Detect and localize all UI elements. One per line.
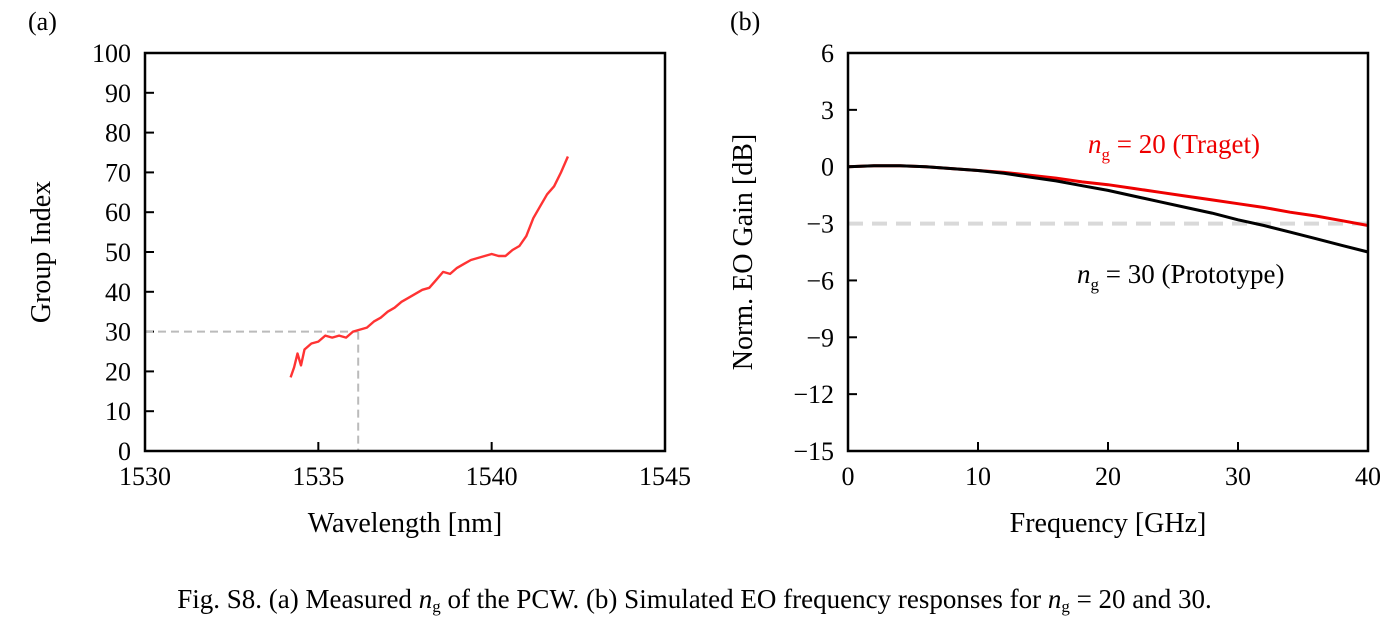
chart-b-x-tick-label: 40	[1355, 462, 1381, 491]
chart-b-series-label-ng20: ng = 20 (Traget)	[1088, 129, 1260, 164]
chart-b-series-line-ng30	[847, 164, 1369, 254]
chart-a-x-axis-title: Wavelength [nm]	[308, 508, 502, 539]
series-label-subscript: g	[1102, 145, 1111, 164]
chart-b-y-tick-label: −3	[806, 210, 834, 239]
chart-b-x-tick-label: 20	[1095, 462, 1121, 491]
chart-a-panel-label: (a)	[28, 7, 57, 36]
chart-a-y-tick-label: 70	[105, 158, 131, 187]
chart-a-y-tick-label: 80	[105, 119, 131, 148]
chart-a-y-axis-title: Group Index	[26, 181, 57, 323]
chart-a-x-tick-label: 1530	[119, 462, 171, 491]
caption-text-2: of the PCW. (b) Simulated EO frequency r…	[440, 584, 1048, 614]
chart-a-series-line	[289, 156, 570, 378]
chart-b-x-axis-title: Frequency [GHz]	[1010, 508, 1207, 539]
chart-a-y-tick-label: 100	[92, 39, 131, 68]
chart-a-y-tick-label: 60	[105, 198, 131, 227]
figure-caption: Fig. S8. (a) Measured ng of the PCW. (b)…	[0, 583, 1389, 615]
caption-symbol-2: n	[1047, 584, 1062, 614]
chart-a-plot-frame	[143, 51, 667, 453]
series-label-text: = 30 (Prototype)	[1099, 259, 1284, 289]
chart-a-y-tick-label: 40	[105, 278, 131, 307]
chart-b-y-tick-label: −6	[806, 266, 834, 295]
chart-b-y-tick-label: −12	[793, 380, 834, 409]
caption-subscript-2: g	[1061, 597, 1070, 616]
chart-a-y-tick-label: 10	[105, 397, 131, 426]
series-label-text: = 20 (Traget)	[1110, 129, 1260, 159]
chart-a-x-tick-label: 1540	[466, 462, 518, 491]
chart-b-y-tick-label: 0	[821, 153, 834, 182]
caption-text-1: Fig. S8. (a) Measured	[177, 584, 419, 614]
chart-a: (a) 1530 1535 1540 1545 0 10 20 30 40 50 60 70 80 90 1…	[26, 7, 691, 539]
series-label-symbol: n	[1077, 259, 1091, 289]
chart-a-x-tick-label: 1535	[292, 462, 344, 491]
chart-b-x-tick-label: 0	[842, 462, 855, 491]
chart-b-y-tick-label: −15	[793, 437, 834, 466]
figure: (a) 1530 1535 1540 154501020304050607080901…	[26, 7, 1381, 539]
caption-symbol-1: n	[418, 584, 433, 614]
series-label-symbol: n	[1088, 129, 1102, 159]
caption-text-3: = 20 and 30.	[1069, 584, 1212, 614]
chart-b-y-tick-label: −9	[806, 323, 834, 352]
chart-b-panel-label: (b)	[730, 7, 760, 36]
chart-b-x-tick-label: 10	[965, 462, 991, 491]
series-label-subscript: g	[1091, 275, 1100, 294]
chart-b-series-line-ng20	[847, 164, 1369, 227]
chart-b-y-tick-label: 6	[821, 39, 834, 68]
chart-a-y-tick-label: 50	[105, 238, 131, 267]
chart-b-y-tick-label: 3	[821, 96, 834, 125]
chart-b-x-tick-label: 30	[1225, 462, 1251, 491]
caption-subscript-1: g	[432, 597, 441, 616]
chart-a-x-tick-label: 1545	[639, 462, 691, 491]
chart-b-plot-frame	[846, 51, 1370, 453]
chart-b-series-label-ng30: ng = 30 (Prototype)	[1077, 259, 1284, 294]
chart-a-y-tick-label: 90	[105, 79, 131, 108]
chart-b-y-axis-title: Norm. EO Gain [dB]	[728, 134, 759, 370]
chart-a-y-tick-label: 30	[105, 318, 131, 347]
chart-a-y-tick-label: 20	[105, 357, 131, 386]
chart-a-y-tick-label: 0	[118, 437, 131, 466]
